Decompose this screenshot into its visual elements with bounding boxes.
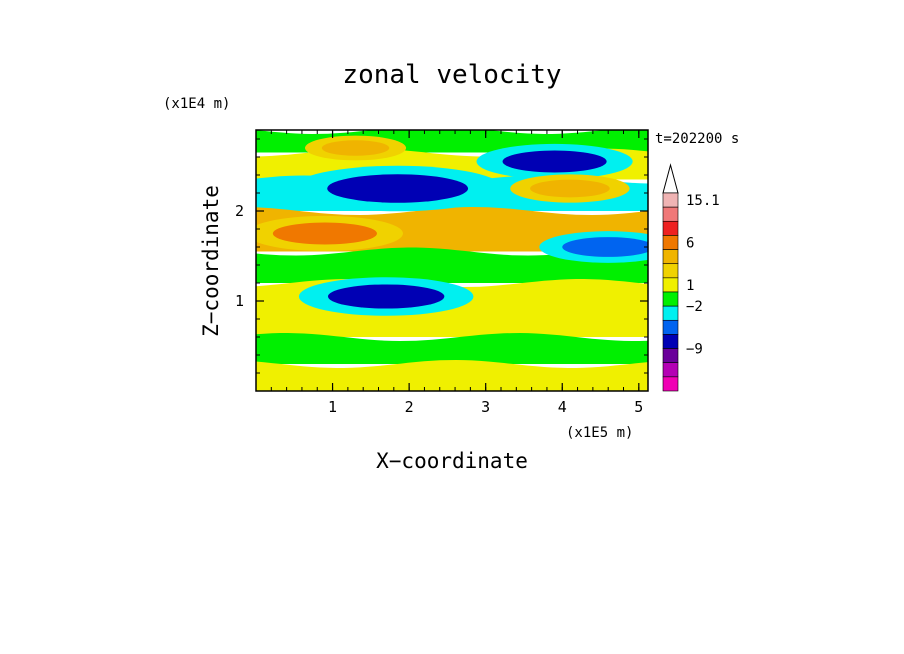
feature-core [562,237,648,257]
colorbar-swatch [662,291,679,307]
field-features [256,135,648,316]
chart-title: zonal velocity [342,60,561,90]
feature-core [321,140,390,156]
colorbar-swatch [662,206,679,222]
colorbar-label: 1 [686,278,694,294]
feature-core [327,174,469,203]
y-axis-title: Z−coordinate [199,185,223,337]
colorbar-label: 15.1 [686,193,720,209]
colorbar-swatch [662,235,679,250]
colorbar-label: −2 [686,299,703,315]
field-band [256,360,648,391]
x-tick-label: 1 [328,398,337,416]
colorbar-swatch [662,319,679,335]
colorbar-swatch [662,249,679,265]
feature-core [502,150,607,173]
x-axis-title: X−coordinate [376,449,528,473]
colorbar-swatch [662,220,679,236]
y-axis: 12 [235,138,648,374]
colorbar-label: −9 [686,342,703,358]
colorbar-swatch [662,277,679,293]
field-band [256,247,648,283]
colorbar-swatch [662,376,679,392]
colorbar-swatch [662,334,679,349]
x-tick-label: 5 [634,398,643,416]
x-axis: 1 2 3 4 5 [270,130,643,416]
y-tick-label: 1 [235,292,244,310]
colorbar-swatch [662,263,679,279]
x-tick-label: 4 [558,398,567,416]
feature-core [327,284,445,309]
time-label: t=202200 s [655,131,739,147]
field-band [256,333,648,364]
colorbar-arrow [662,163,679,194]
feature-core [272,222,377,245]
colorbar-swatch [662,192,679,208]
colorbar-swatch [662,305,679,321]
x-unit-label: (x1E5 m) [566,425,633,441]
y-tick-label: 2 [235,202,244,220]
colorbar-swatch [662,348,679,364]
contour-field [256,130,648,391]
x-tick-label: 3 [481,398,490,416]
feature-core [530,179,610,198]
colorbar: 15.1 6 1 −2 −9 [662,163,720,392]
plot-frame [255,129,649,392]
colorbar-label: 6 [686,236,694,252]
y-unit-label: (x1E4 m) [163,96,230,112]
colorbar-swatch [662,362,679,378]
x-tick-label: 2 [405,398,414,416]
